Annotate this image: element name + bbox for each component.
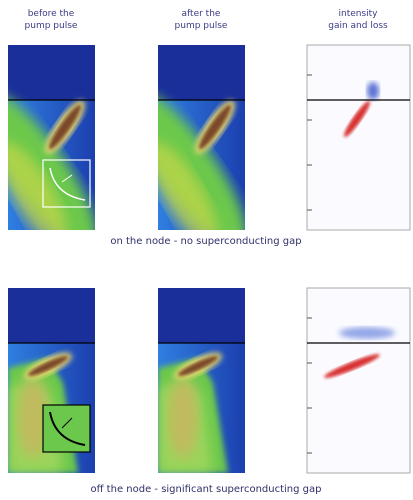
panel-after [158, 288, 245, 473]
panel-difference [307, 288, 410, 473]
panel-difference [307, 45, 410, 230]
row-caption: on the node - no superconducting gap [110, 236, 301, 247]
header-labels: before the pump pulse after the pump pul… [25, 9, 388, 31]
panel-after [111, 45, 266, 264]
column-label: intensity [338, 9, 378, 19]
column-label: pump pulse [25, 21, 78, 31]
panel-before [0, 45, 115, 264]
row-caption: off the node - significant superconducti… [91, 484, 322, 495]
column-label: gain and loss [328, 21, 388, 31]
column-label: pump pulse [175, 21, 228, 31]
inset [43, 405, 90, 452]
column-label: before the [28, 9, 75, 19]
figure: before the pump pulse after the pump pul… [0, 0, 413, 500]
column-label: after the [182, 9, 221, 19]
